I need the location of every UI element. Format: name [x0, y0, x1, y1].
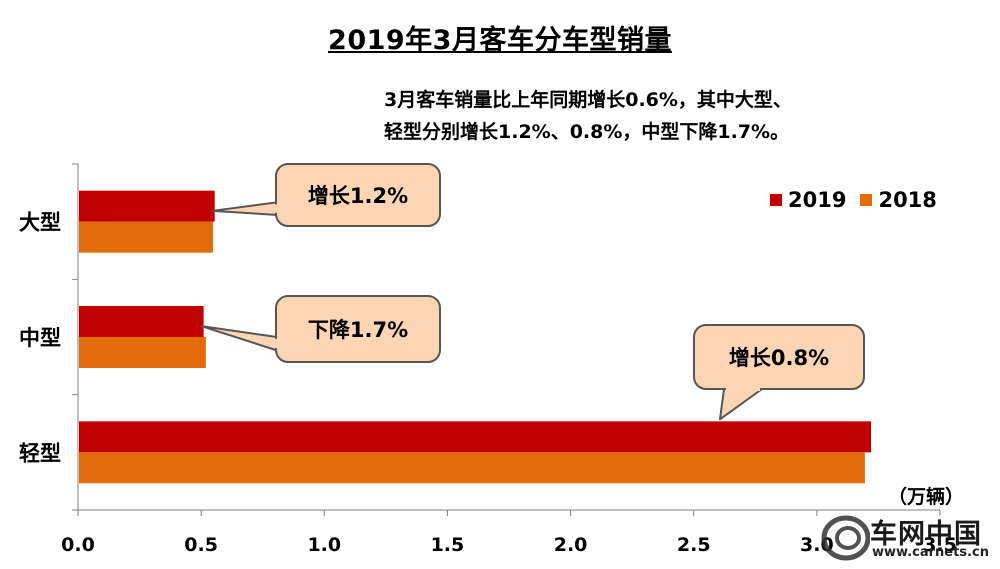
- category-label: 中型: [19, 326, 61, 350]
- legend-label-2018: 2018: [878, 188, 937, 212]
- subtitle-line-2: 轻型分别增长1.2%、0.8%，中型下降1.7%。: [384, 121, 790, 143]
- bar-2019-1: [79, 306, 204, 337]
- bar-2018-1: [79, 337, 206, 368]
- watermark-logo-icon: [821, 515, 870, 561]
- callout-pointer: [719, 388, 763, 421]
- category-label: 轻型: [19, 441, 61, 465]
- x-tick-label: 1.5: [431, 534, 465, 556]
- watermark: 车网中国 www.carnets.cn: [818, 512, 996, 566]
- bar-2019-0: [79, 190, 215, 222]
- watermark-url: www.carnets.cn: [872, 545, 989, 560]
- bar-2018-2: [79, 452, 865, 484]
- bar-2019-2: [79, 421, 872, 453]
- callout-pointer: [200, 325, 277, 352]
- x-tick-label: 2.5: [677, 534, 711, 556]
- callout-box: [693, 324, 865, 390]
- axis-unit-label: （万辆）: [888, 486, 965, 508]
- chart-title: 2019年3月客车分车型销量: [328, 25, 672, 56]
- callout-box: [275, 295, 441, 363]
- x-tick-label: 1.0: [307, 534, 341, 556]
- x-tick-label: 3.5: [923, 534, 957, 556]
- category-label: 大型: [19, 211, 61, 235]
- callout-box: [275, 163, 441, 227]
- watermark-brand: 车网中国: [870, 519, 982, 550]
- x-tick-label: 0.5: [184, 534, 218, 556]
- legend-label-2019: 2019: [788, 188, 847, 212]
- bar-2018-0: [79, 221, 213, 253]
- legend-item-2018: 2018: [860, 188, 937, 212]
- x-tick-label: 0.0: [61, 534, 95, 556]
- callout-pointer: [211, 201, 277, 216]
- chart-subtitle: 3月客车销量比上年同期增长0.6%，其中大型、 轻型分别增长1.2%、0.8%，…: [384, 84, 792, 148]
- chart-legend: 2019 2018: [770, 188, 951, 212]
- callout-label: 下降1.7%: [308, 318, 408, 342]
- legend-swatch-2018: [860, 194, 873, 206]
- subtitle-line-1: 3月客车销量比上年同期增长0.6%，其中大型、: [384, 89, 792, 111]
- callout-label: 增长0.8%: [729, 346, 829, 370]
- legend-swatch-2019: [770, 194, 782, 206]
- x-tick-label: 2.0: [554, 534, 588, 556]
- callout-label: 增长1.2%: [308, 184, 408, 208]
- legend-item-2019: 2019: [770, 188, 846, 212]
